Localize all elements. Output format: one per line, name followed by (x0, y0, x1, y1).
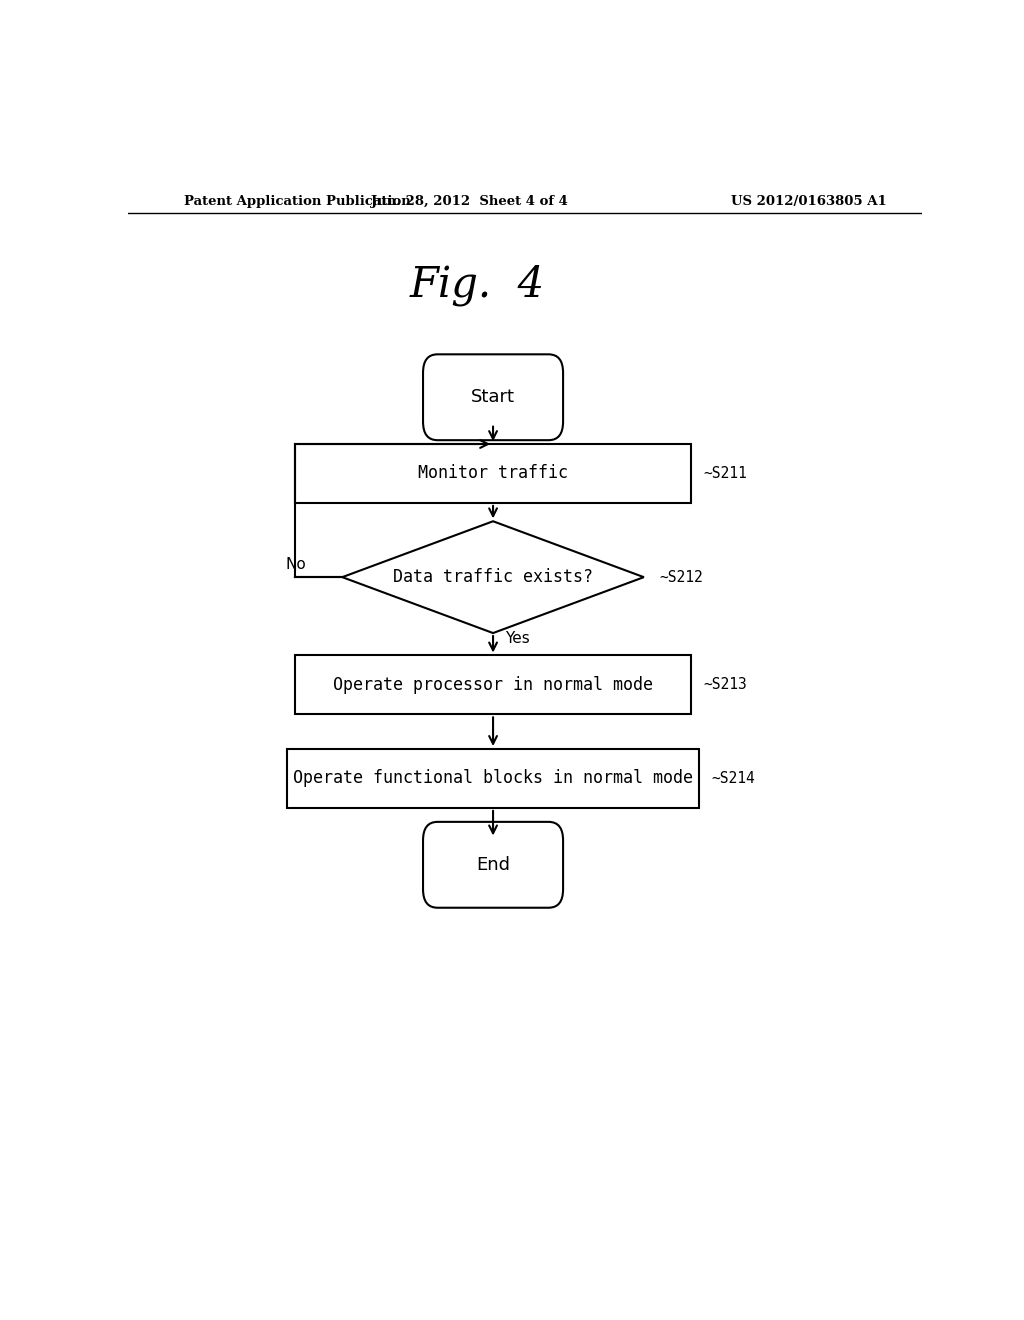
Text: ~S212: ~S212 (659, 570, 703, 585)
Polygon shape (342, 521, 644, 634)
Text: Patent Application Publication: Patent Application Publication (183, 194, 411, 207)
Text: ~S211: ~S211 (703, 466, 748, 480)
Text: Operate functional blocks in normal mode: Operate functional blocks in normal mode (293, 770, 693, 788)
Text: Jun. 28, 2012  Sheet 4 of 4: Jun. 28, 2012 Sheet 4 of 4 (371, 194, 567, 207)
Text: ~S214: ~S214 (712, 771, 755, 785)
Text: End: End (476, 855, 510, 874)
Text: Yes: Yes (505, 631, 529, 645)
Bar (295, 444, 691, 503)
FancyBboxPatch shape (423, 822, 563, 908)
Text: No: No (286, 557, 306, 573)
Text: Monitor traffic: Monitor traffic (418, 465, 568, 483)
Text: Start: Start (471, 388, 515, 407)
Text: Operate processor in normal mode: Operate processor in normal mode (333, 676, 653, 694)
FancyBboxPatch shape (423, 354, 563, 440)
Text: US 2012/0163805 A1: US 2012/0163805 A1 (731, 194, 887, 207)
Text: Fig.  4: Fig. 4 (410, 264, 545, 306)
Text: ~S213: ~S213 (703, 677, 748, 693)
Bar (295, 656, 691, 714)
Text: Data traffic exists?: Data traffic exists? (393, 568, 593, 586)
Bar (287, 748, 699, 808)
